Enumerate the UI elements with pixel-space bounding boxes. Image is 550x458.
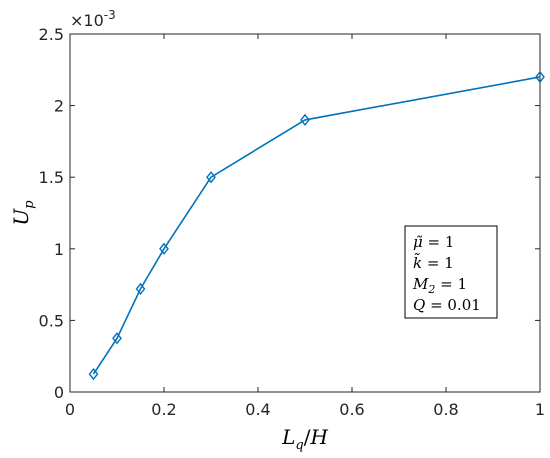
x-tick-label: 1 <box>535 400 545 419</box>
y-tick-label: 1 <box>54 240 64 259</box>
annotation-line: M2 = 1 <box>412 275 467 296</box>
annotation-line: μ̃ = 1 <box>413 233 454 251</box>
x-tick-label: 0.8 <box>433 400 458 419</box>
x-tick-label: 0.4 <box>245 400 270 419</box>
data-point-marker <box>88 367 99 381</box>
annotation-line: k̃ = 1 <box>413 253 454 272</box>
plot-area <box>69 33 541 393</box>
data-point-marker <box>159 242 169 255</box>
y-exponent-label: ×10-3 <box>70 8 116 30</box>
series-line <box>92 76 541 375</box>
y-tick-label: 1.5 <box>39 168 64 187</box>
data-point-marker <box>535 70 545 84</box>
y-tick-label: 0.5 <box>39 311 64 330</box>
data-point-marker <box>135 282 146 296</box>
y-tick-label: 0 <box>54 383 64 402</box>
y-tick-label: 2 <box>54 97 64 116</box>
x-tick-label: 0.6 <box>339 400 364 419</box>
y-tick-label: 2.5 <box>39 25 64 44</box>
series-layer <box>88 70 545 381</box>
data-point-marker <box>300 113 310 127</box>
x-tick-label: 0 <box>65 400 75 419</box>
y-exponent-value: -3 <box>104 8 116 22</box>
annotation-box: μ̃ = 1 k̃ = 1 M2 = 1Q = 0.01 <box>404 225 498 319</box>
tick-layer: 0 0.2 0.4 0.6 0.8 1 0 0.5 1 1.5 2 2.5 <box>39 25 546 419</box>
y-axis-label: Up <box>9 200 37 226</box>
x-axis-label: Lq/H <box>281 425 328 453</box>
annotation-line: Q = 0.01 <box>413 296 481 314</box>
data-point-marker <box>112 332 122 345</box>
data-point-marker <box>206 171 216 184</box>
x-tick-label: 0.2 <box>151 400 176 419</box>
